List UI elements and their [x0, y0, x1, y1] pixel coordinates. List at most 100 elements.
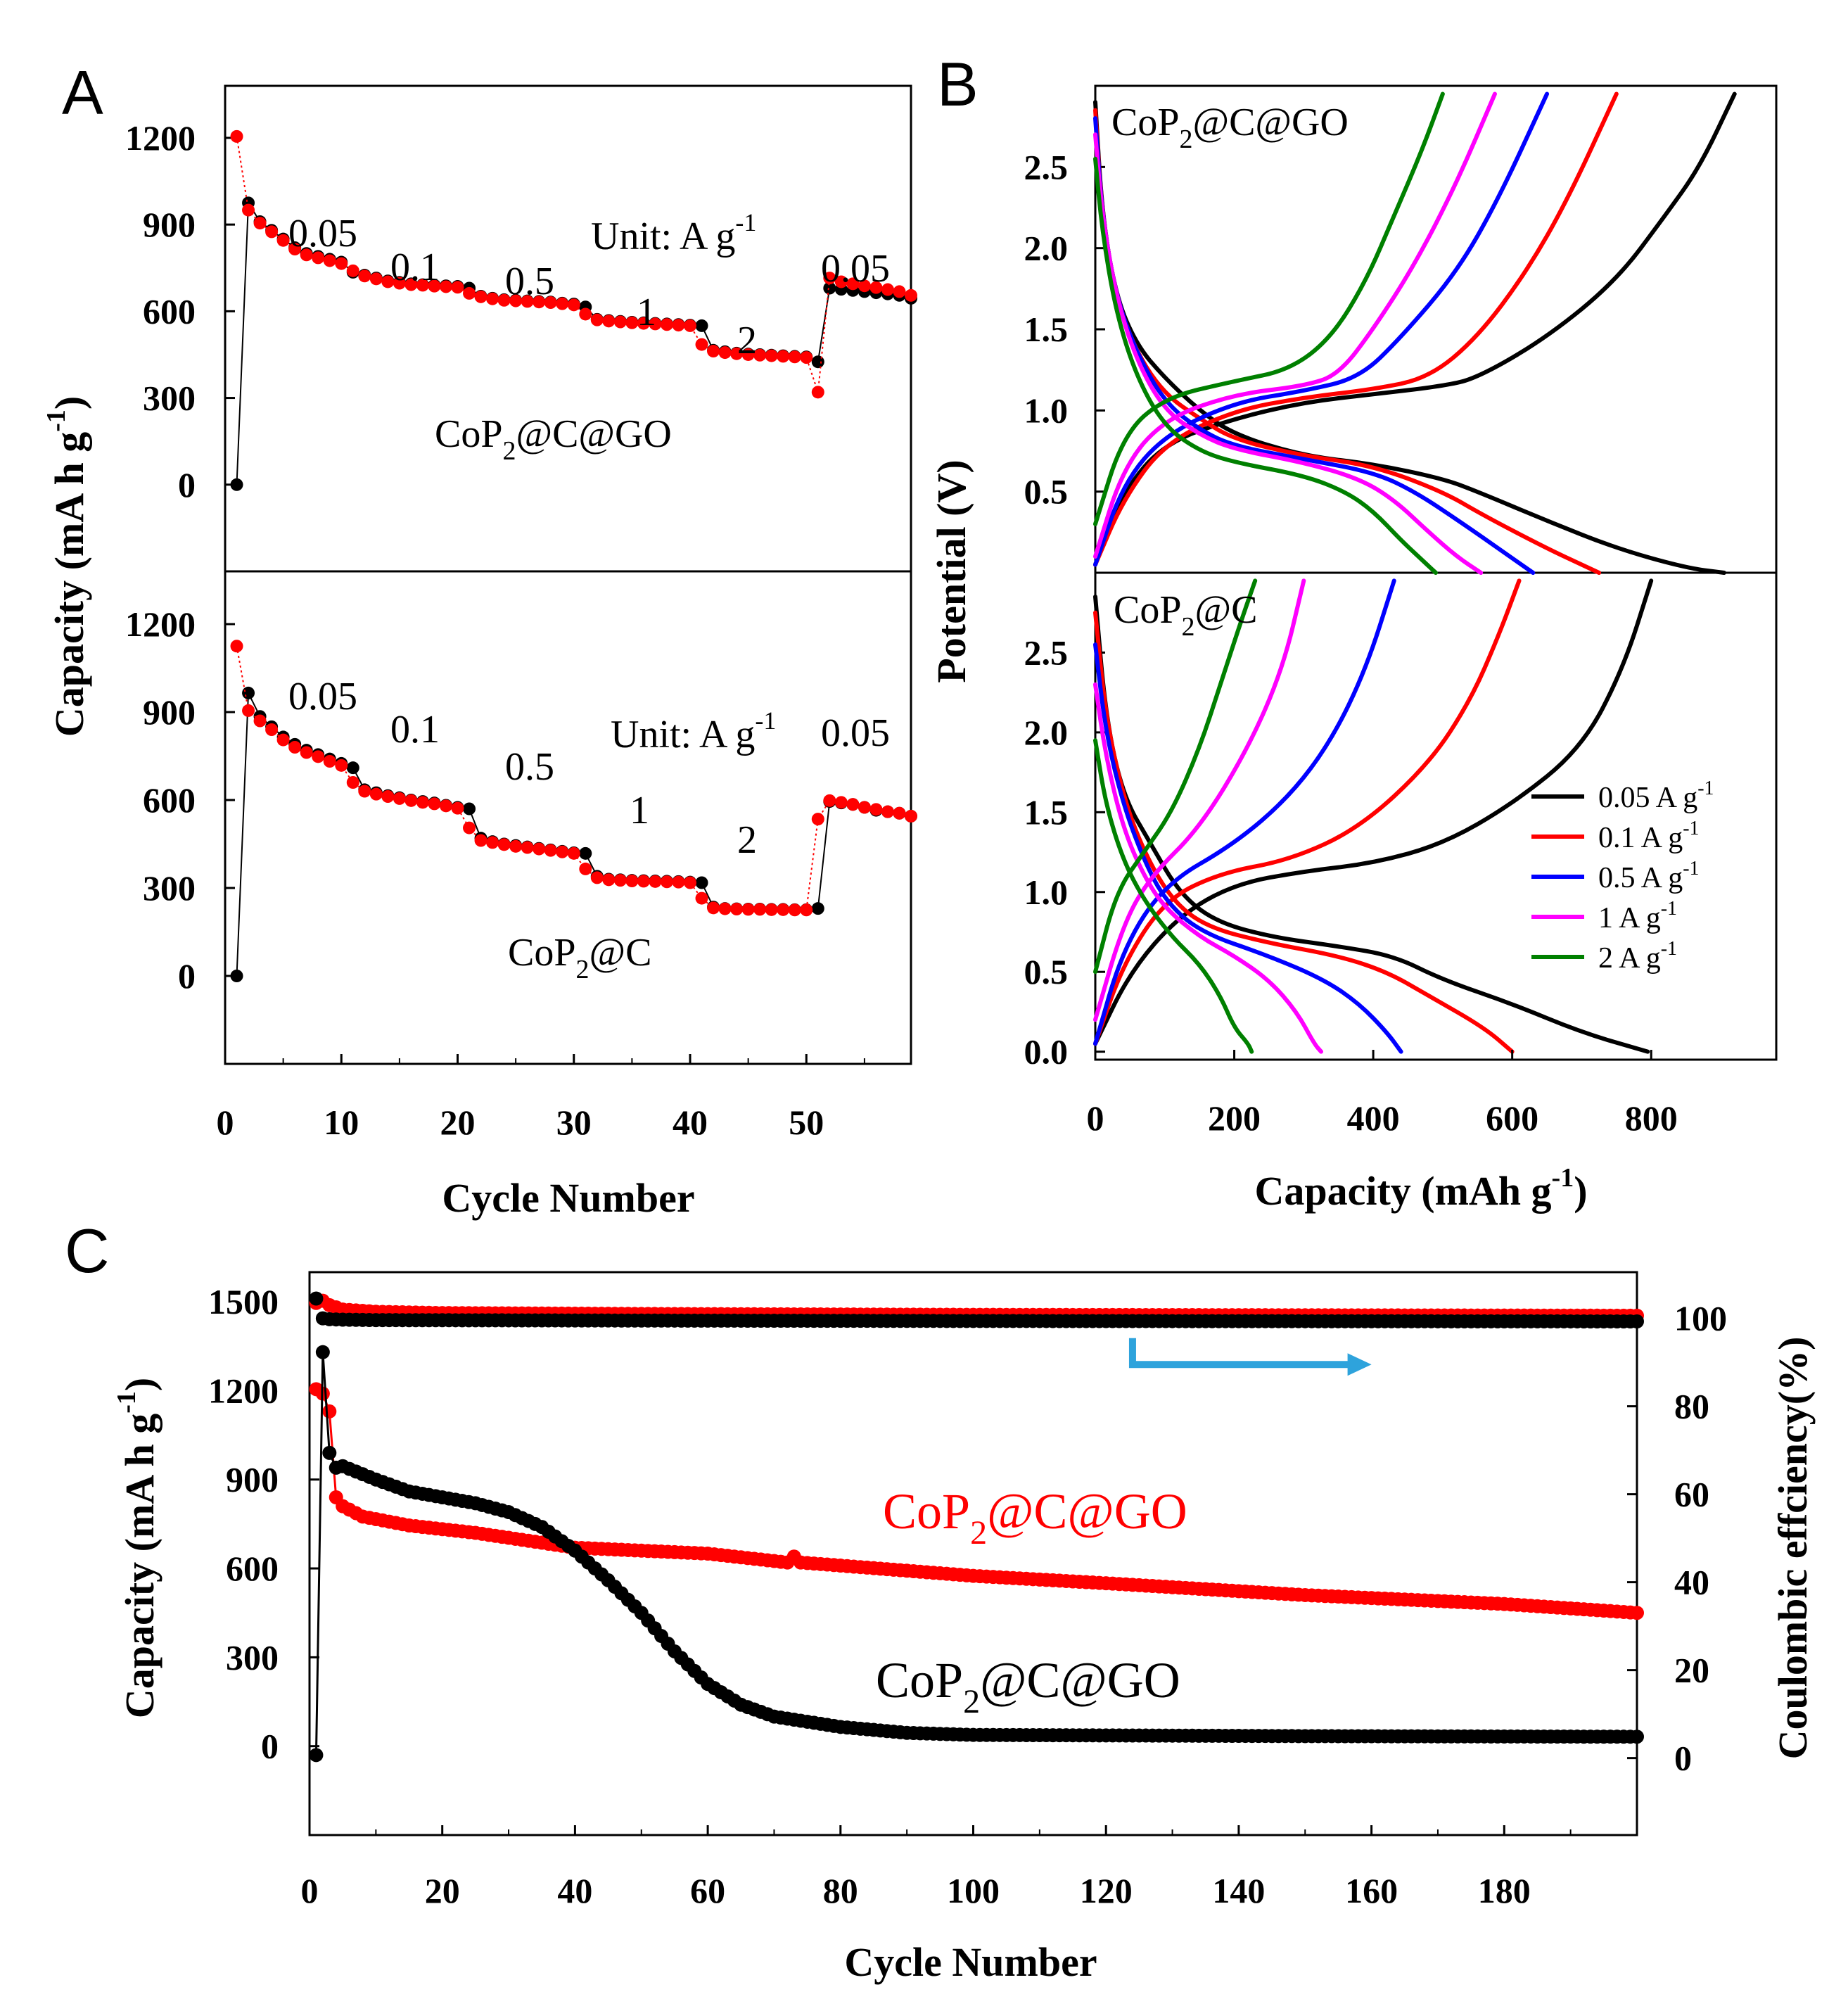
discharge-point	[265, 225, 279, 239]
panel-c-y2-axis-label: Coulombic effciency(%)	[1770, 1337, 1816, 1760]
x-tick-label: 80	[823, 1871, 858, 1910]
discharge-point	[265, 723, 279, 736]
charge-point	[230, 478, 243, 491]
label-rest: @C@GO	[987, 1483, 1187, 1540]
charge-curve-0.5	[1093, 578, 1396, 1046]
discharge-point	[881, 805, 894, 818]
discharge-point	[253, 217, 267, 230]
discharge-point	[544, 844, 557, 857]
discharge-point	[834, 275, 848, 288]
y-tick-label: 2.5	[1024, 147, 1069, 186]
panel-label-c: C	[65, 1216, 110, 1286]
discharge-point	[625, 316, 639, 329]
panel-b-y-axis-label: Potential (V)	[929, 459, 974, 683]
discharge-point	[230, 129, 243, 143]
x-tick-label: 0	[301, 1871, 319, 1910]
charge-curve-1	[1093, 91, 1497, 559]
x-tick-label: 400	[1347, 1098, 1400, 1138]
discharge-point	[404, 794, 418, 807]
discharge-point	[777, 903, 790, 916]
discharge-point	[393, 792, 406, 805]
legend-label: 0.1 A g-1	[1598, 818, 1700, 854]
discharge-point	[811, 386, 824, 399]
discharge-point	[881, 283, 894, 296]
charge-point	[346, 761, 359, 775]
discharge-point	[312, 251, 325, 265]
label-rest: @C@GO	[980, 1652, 1180, 1708]
material-sub: 2	[1182, 612, 1195, 642]
x-tick-label: 40	[673, 1103, 708, 1142]
panel-b-x-ticks: 0 200 400 600 800	[1087, 1050, 1678, 1138]
CoP2@C@GO-capacity-point	[1630, 1606, 1644, 1620]
x-tick-label: 140	[1212, 1871, 1265, 1910]
y-tick-label: 1.5	[1024, 310, 1069, 349]
rate-label: 0.1	[390, 246, 440, 289]
unit-text: Unit: A g	[611, 713, 755, 756]
x-label-sup: -1	[1552, 1163, 1574, 1193]
y-tick-label: 300	[226, 1637, 279, 1677]
CoP2@C-capacity-point	[322, 1445, 337, 1460]
charge-point	[579, 846, 592, 860]
material-main: CoP	[508, 931, 576, 975]
discharge-point	[602, 315, 616, 328]
charge-curve-0.05	[1093, 91, 1737, 567]
discharge-point	[416, 279, 429, 292]
discharge-point	[369, 272, 383, 286]
discharge-point	[834, 796, 848, 809]
charge-curve-2	[1093, 91, 1445, 526]
rate-label: 1	[630, 789, 649, 832]
y-tick-label: 0	[178, 956, 196, 996]
discharge-point	[242, 704, 255, 717]
discharge-point	[613, 874, 627, 887]
rate-label: 1	[637, 291, 656, 334]
y-tick-label: 600	[143, 780, 196, 820]
discharge-point	[533, 842, 546, 856]
material-rest: @C	[1195, 588, 1258, 632]
charge-curve-0.05	[1093, 578, 1654, 1046]
discharge-point	[288, 243, 302, 256]
discharge-point	[486, 836, 499, 849]
panel-label-a: A	[62, 58, 103, 127]
discharge-point	[869, 281, 883, 294]
y-tick-label: 1200	[125, 118, 196, 158]
unit-sup: -1	[735, 208, 756, 236]
x-tick-label: 100	[947, 1871, 1000, 1910]
discharge-point	[660, 318, 673, 331]
legend-text: 0.1 A g	[1598, 822, 1683, 854]
discharge-point	[439, 799, 452, 813]
discharge-point	[765, 903, 778, 916]
label-main: CoP	[876, 1652, 963, 1708]
charge-point	[811, 355, 824, 369]
CoP2@C-capacity-point	[1630, 1730, 1644, 1744]
discharge-point	[242, 203, 255, 217]
discharge-point	[230, 640, 243, 653]
material-main: CoP	[1114, 588, 1182, 632]
y-label-sup: -1	[112, 1391, 141, 1414]
discharge-point	[567, 846, 580, 860]
material-sub: 2	[576, 955, 590, 984]
discharge-point	[404, 278, 418, 291]
discharge-point	[695, 891, 708, 905]
unit-text: Unit: A g	[591, 215, 735, 258]
discharge-curve-1	[1093, 132, 1484, 575]
panel-a-bottom-plot: 0 300 600 900 1200	[125, 604, 917, 996]
rate-label: 0.05	[288, 675, 357, 718]
discharge-curve-2	[1093, 738, 1254, 1054]
rate-label: 0.05	[821, 711, 890, 755]
discharge-point	[439, 280, 452, 293]
discharge-point	[323, 254, 336, 267]
charge-point	[463, 802, 476, 816]
y2-tick-label: 0	[1674, 1739, 1692, 1778]
y-tick-label: 1.5	[1024, 792, 1069, 832]
x-tick-label: 120	[1080, 1871, 1133, 1910]
discharge-point	[893, 806, 906, 820]
discharge-point	[428, 279, 441, 293]
discharge-point	[451, 801, 464, 815]
panel-b-top-plot: 0.5 1.0 1.5 2.0 2.5	[1024, 91, 1737, 575]
x-tick-label: 180	[1478, 1871, 1531, 1910]
discharge-point	[777, 350, 790, 363]
CoP2@C-capacity-line	[314, 1352, 338, 1756]
discharge-curve-0.5	[1093, 642, 1403, 1054]
discharge-point	[416, 796, 429, 809]
discharge-point	[788, 903, 801, 917]
